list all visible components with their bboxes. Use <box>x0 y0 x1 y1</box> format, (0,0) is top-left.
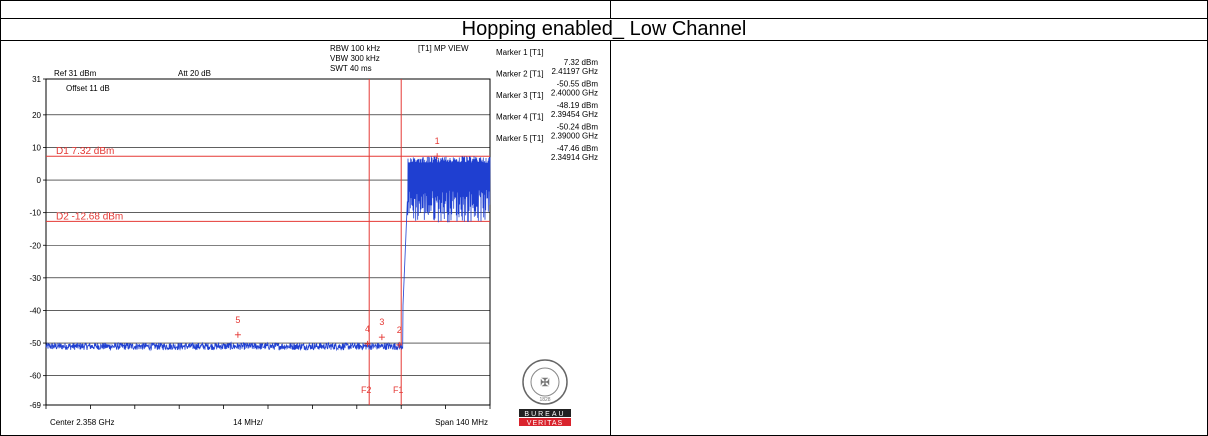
view-mode-label: [T1] MP VIEW <box>418 44 469 53</box>
spectrum-trace <box>45 156 491 352</box>
display-line-label: D1 7.32 dBm <box>56 146 114 157</box>
marker-legend-frequency: 2.41197 GHz <box>551 67 598 76</box>
frequency-line-label: F2 <box>361 385 372 395</box>
watermark-bar-bottom <box>519 418 571 426</box>
ref-level-label: Ref 31 dBm <box>54 69 97 78</box>
offset-label: Offset 11 dB <box>66 84 110 93</box>
y-tick-label: 10 <box>32 143 41 152</box>
watermark-name-top: BUREAU <box>524 411 565 418</box>
watermark-bar-top <box>519 409 571 417</box>
marker-legend-frequency: 2.34914 GHz <box>551 153 598 162</box>
marker-legend-title: Marker 3 [T1] <box>496 91 544 100</box>
marker-legend-title: Marker 2 [T1] <box>496 70 544 79</box>
marker-number: 2 <box>397 325 402 335</box>
y-tick-label: -60 <box>29 372 41 381</box>
marker-number: 4 <box>365 324 370 334</box>
page-heading: Hopping enabled_ Low Channel <box>462 18 747 40</box>
y-tick-label: 31 <box>32 75 41 84</box>
rbw-label: RBW 100 kHz <box>330 44 380 53</box>
watermark-name-bottom: VERITAS <box>527 420 563 427</box>
display-line-label: D2 -12.68 dBm <box>56 211 123 222</box>
marker-legend-level: -48.19 dBm <box>557 101 599 110</box>
marker-legend-title: Marker 1 [T1] <box>496 48 544 57</box>
y-tick-label: 0 <box>37 176 42 185</box>
y-tick-label: -20 <box>29 241 41 250</box>
marker-legend-frequency: 2.39454 GHz <box>551 110 598 119</box>
y-tick-label: -30 <box>29 274 41 283</box>
watermark-seal-inner <box>530 367 560 397</box>
marker-legend-level: -47.46 dBm <box>557 144 599 153</box>
marker-number: 5 <box>235 315 240 325</box>
watermark-emblem: ✠ <box>540 377 549 389</box>
x-label-start: Center 2.358 GHz <box>50 418 114 427</box>
watermark-year: 1828 <box>539 397 550 403</box>
attenuation-label: Att 20 dB <box>178 69 211 78</box>
x-label-division: 14 MHz/ <box>233 418 264 427</box>
y-tick-label: -40 <box>29 306 41 315</box>
vbw-label: VBW 300 kHz <box>330 54 380 63</box>
marker-legend-title: Marker 5 [T1] <box>496 134 544 143</box>
marker-legend-frequency: 2.39000 GHz <box>551 132 598 141</box>
marker-legend-level: 7.32 dBm <box>564 58 599 67</box>
marker-legend-title: Marker 4 [T1] <box>496 113 544 122</box>
marker-legend-frequency: 2.40000 GHz <box>551 89 598 98</box>
marker-legend-level: -50.24 dBm <box>557 123 599 132</box>
marker-number: 3 <box>379 317 384 327</box>
y-tick-label: -50 <box>29 339 41 348</box>
y-tick-label: -69 <box>29 401 41 410</box>
x-label-end: Span 140 MHz <box>435 418 488 427</box>
frequency-line-label: F1 <box>393 385 404 395</box>
y-tick-label: -10 <box>29 209 41 218</box>
plot-area <box>45 78 491 406</box>
swt-label: SWT 40 ms <box>330 64 372 73</box>
y-tick-label: 20 <box>32 111 41 120</box>
marker-number: 1 <box>435 136 440 146</box>
marker-legend-level: -50.55 dBm <box>557 80 599 89</box>
watermark-seal <box>522 359 568 405</box>
